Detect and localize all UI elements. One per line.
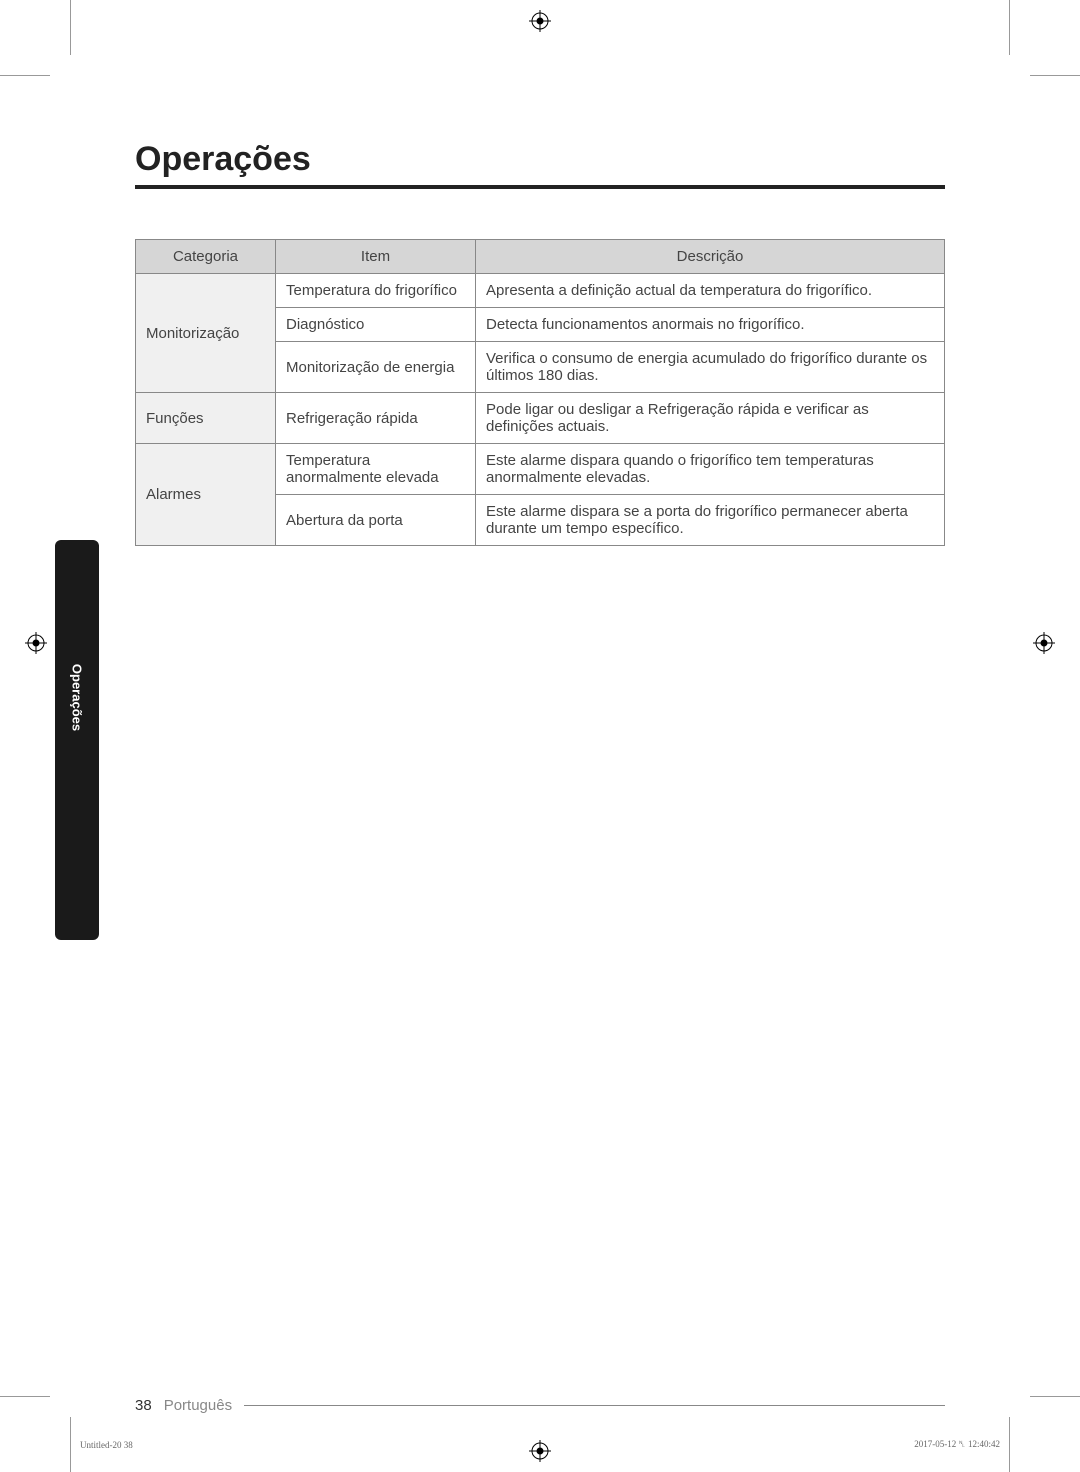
category-cell: Monitorização xyxy=(136,274,276,393)
registration-mark-icon xyxy=(1033,632,1055,654)
crop-mark xyxy=(1009,0,1010,55)
table-header: Categoria xyxy=(136,240,276,274)
description-cell: Apresenta a definição actual da temperat… xyxy=(476,274,945,308)
description-cell: Este alarme dispara se a porta do frigor… xyxy=(476,495,945,546)
item-cell: Temperatura do frigorífico xyxy=(276,274,476,308)
table-header: Descrição xyxy=(476,240,945,274)
table-row: MonitorizaçãoTemperatura do frigoríficoA… xyxy=(136,274,945,308)
crop-mark xyxy=(1030,75,1080,76)
registration-mark-icon xyxy=(529,1440,551,1462)
table-header-row: Categoria Item Descrição xyxy=(136,240,945,274)
crop-mark xyxy=(0,1396,50,1397)
footer-rule xyxy=(244,1405,945,1406)
description-cell: Pode ligar ou desligar a Refrigeração rá… xyxy=(476,393,945,444)
title-underline xyxy=(135,185,945,189)
language-label: Português xyxy=(164,1397,232,1414)
category-cell: Funções xyxy=(136,393,276,444)
registration-mark-icon xyxy=(529,10,551,32)
item-cell: Diagnóstico xyxy=(276,308,476,342)
description-cell: Verifica o consumo de energia acumulado … xyxy=(476,342,945,393)
page-footer: 38 Português xyxy=(135,1397,945,1414)
description-cell: Detecta funcionamentos anormais no frigo… xyxy=(476,308,945,342)
print-meta-right: 2017-05-12 ␤ 12:40:42 xyxy=(914,1439,1000,1450)
crop-mark xyxy=(1030,1396,1080,1397)
description-cell: Este alarme dispara quando o frigorífico… xyxy=(476,444,945,495)
registration-mark-icon xyxy=(25,632,47,654)
operations-table: Categoria Item Descrição MonitorizaçãoTe… xyxy=(135,239,945,546)
item-cell: Abertura da porta xyxy=(276,495,476,546)
page-number: 38 xyxy=(135,1397,152,1414)
crop-mark xyxy=(1009,1417,1010,1472)
category-cell: Alarmes xyxy=(136,444,276,546)
table-header: Item xyxy=(276,240,476,274)
crop-mark xyxy=(70,0,71,55)
item-cell: Refrigeração rápida xyxy=(276,393,476,444)
table-row: AlarmesTemperatura anormalmente elevadaE… xyxy=(136,444,945,495)
side-tab-label: Operações xyxy=(70,664,85,731)
page-content: Operações Categoria Item Descrição Monit… xyxy=(135,140,945,546)
print-meta-left: Untitled-20 38 xyxy=(80,1440,133,1450)
section-title: Operações xyxy=(135,140,945,179)
crop-mark xyxy=(70,1417,71,1472)
side-tab: Operações xyxy=(55,540,99,940)
item-cell: Temperatura anormalmente elevada xyxy=(276,444,476,495)
crop-mark xyxy=(0,75,50,76)
item-cell: Monitorização de energia xyxy=(276,342,476,393)
table-row: FunçõesRefrigeração rápidaPode ligar ou … xyxy=(136,393,945,444)
